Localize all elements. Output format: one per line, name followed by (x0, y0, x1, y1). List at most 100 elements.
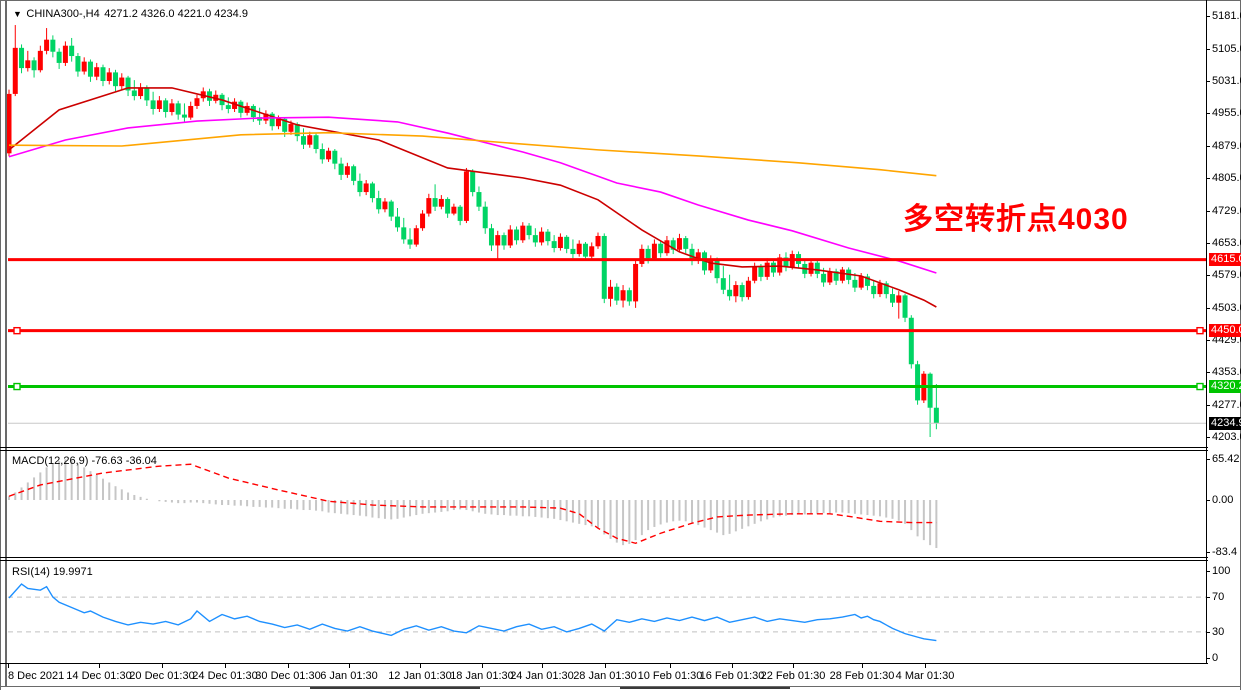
price-tick-label-tick (1206, 339, 1210, 341)
rsi-line (8, 583, 937, 642)
date-axis-label: 24 Dec 01:30 (192, 670, 258, 682)
date-tick (99, 664, 100, 668)
rsi-tick-label-tick (1206, 571, 1210, 572)
price-tick-label: 4653.0 (1212, 237, 1241, 250)
price-tick-label-tick (1206, 275, 1210, 277)
price-tick-label-tick (1206, 80, 1210, 82)
date-axis-label: 12 Jan 01:30 (388, 670, 452, 682)
rsi-tick-label-tick (1206, 658, 1210, 659)
rsi-tick-label: 30 (1212, 625, 1225, 638)
price-tick-label: 4805.0 (1212, 171, 1241, 184)
price-tick-label-tick (1206, 210, 1210, 212)
macd-tick-label-tick (1206, 552, 1210, 554)
date-axis-label: 10 Feb 01:30 (637, 670, 703, 682)
macd-label: MACD(12,26,9) -76.63 -36.04 (12, 455, 157, 467)
ma-mid-magenta (8, 116, 937, 274)
price-level-badge: 4615.0 (1209, 253, 1241, 267)
price-tick-label: 4503.0 (1212, 301, 1241, 314)
price-tick-label-tick (1206, 307, 1210, 309)
separator-main-macd[interactable] (0, 447, 1208, 448)
price-tick-label-tick (1206, 177, 1210, 179)
macd-tick-label: -83.4 (1212, 546, 1238, 559)
price-tick-label-tick (1206, 146, 1210, 147)
price-tick-label: 4203.0 (1212, 431, 1241, 443)
ma-fast-red (8, 87, 937, 308)
price-level-badge: 4450.0 (1209, 324, 1241, 338)
date-axis-label: 18 Jan 01:30 (450, 670, 514, 682)
price-tick-label: 4955.0 (1212, 107, 1241, 120)
bottom-splitter-segment[interactable] (310, 687, 480, 689)
bottom-splitter-segment[interactable] (620, 687, 790, 689)
date-axis-label: 24 Jan 01:30 (510, 670, 574, 682)
inner-border-left (5, 0, 7, 686)
date-axis-label: 28 Jan 01:30 (573, 670, 637, 682)
date-tick (225, 664, 226, 668)
candlestick-series (6, 25, 939, 437)
macd-histogram (8, 459, 938, 549)
price-tick-label-tick (1206, 437, 1210, 438)
price-tick-label: 4353.0 (1212, 366, 1241, 379)
ma-slow-orange (8, 131, 937, 177)
date-tick (420, 664, 421, 668)
date-axis-label: 14 Dec 01:30 (66, 670, 132, 682)
date-tick (925, 664, 926, 668)
date-axis-label: 6 Jan 01:30 (320, 670, 378, 682)
date-axis-label: 8 Dec 2021 (8, 670, 65, 682)
date-tick (670, 664, 671, 668)
price-tick-label-tick (1206, 16, 1210, 17)
rsi-tick-label-tick (1206, 597, 1210, 599)
rsi-tick-label: 70 (1212, 591, 1225, 604)
date-axis-label: 30 Dec 01:30 (255, 670, 321, 682)
date-tick (605, 664, 606, 668)
price-axis-line (1206, 0, 1207, 664)
macd-signal-line (8, 463, 937, 544)
date-tick (162, 664, 163, 668)
separator-macd-rsi[interactable] (0, 557, 1208, 558)
rsi-label: RSI(14) 19.9971 (12, 566, 93, 578)
price-tick-label-tick (1206, 48, 1210, 50)
chart-annotation-text[interactable]: 多空转折点4030 (903, 203, 1129, 236)
date-axis-label: 20 Dec 01:30 (129, 670, 195, 682)
price-level-badge: 4320.2 (1209, 380, 1241, 394)
price-tick-label: 4729.0 (1212, 204, 1241, 217)
price-tick-label: 4277.0 (1212, 399, 1241, 412)
rsi-tick-label-tick (1206, 631, 1210, 633)
price-tick-label-tick (1206, 113, 1210, 115)
rsi-tick-label: 0 (1212, 652, 1219, 664)
price-tick-label: 4879.0 (1212, 140, 1241, 152)
window-border-top (0, 0, 1241, 1)
rsi-tick-label: 100 (1212, 565, 1231, 577)
macd-tick-label-tick (1206, 458, 1210, 460)
date-axis-label: 16 Feb 01:30 (699, 670, 765, 682)
date-tick (862, 664, 863, 668)
date-tick (732, 664, 733, 668)
symbol-dropdown-icon[interactable]: ▼ (13, 9, 22, 19)
price-tick-label: 5105.0 (1212, 42, 1241, 55)
date-axis-label: 4 Mar 01:30 (895, 670, 955, 682)
date-tick (8, 664, 9, 668)
date-tick (542, 664, 543, 668)
date-tick (793, 664, 794, 668)
separator-rsi-dateaxis (0, 663, 1208, 664)
price-tick-label-tick (1206, 243, 1210, 245)
date-axis-label: 28 Feb 01:30 (829, 670, 895, 682)
date-tick (482, 664, 483, 668)
price-tick-label-tick (1206, 405, 1210, 407)
date-tick (349, 664, 350, 668)
macd-tick-label: 65.42 (1212, 452, 1240, 465)
price-tick-label: 5181.0 (1212, 10, 1241, 22)
price-tick-label: 4579.0 (1212, 269, 1241, 282)
ohlc-readout: 4271.2 4326.0 4221.0 4234.9 (104, 8, 248, 20)
price-level-badge: 4234.9 (1209, 416, 1241, 430)
separator-macd-rsi-2[interactable] (0, 560, 1208, 561)
date-axis-label: 22 Feb 01:30 (760, 670, 826, 682)
price-tick-label-tick (1206, 372, 1210, 374)
separator-main-macd-2[interactable] (0, 450, 1208, 451)
window-border-left (0, 0, 1, 690)
chart-canvas[interactable] (0, 0, 1241, 664)
macd-tick-label: 0.00 (1212, 494, 1234, 506)
symbol-title: CHINA300-,H4 (26, 8, 100, 20)
macd-tick-label-tick (1206, 500, 1210, 501)
window-border-bottom (0, 686, 1241, 687)
